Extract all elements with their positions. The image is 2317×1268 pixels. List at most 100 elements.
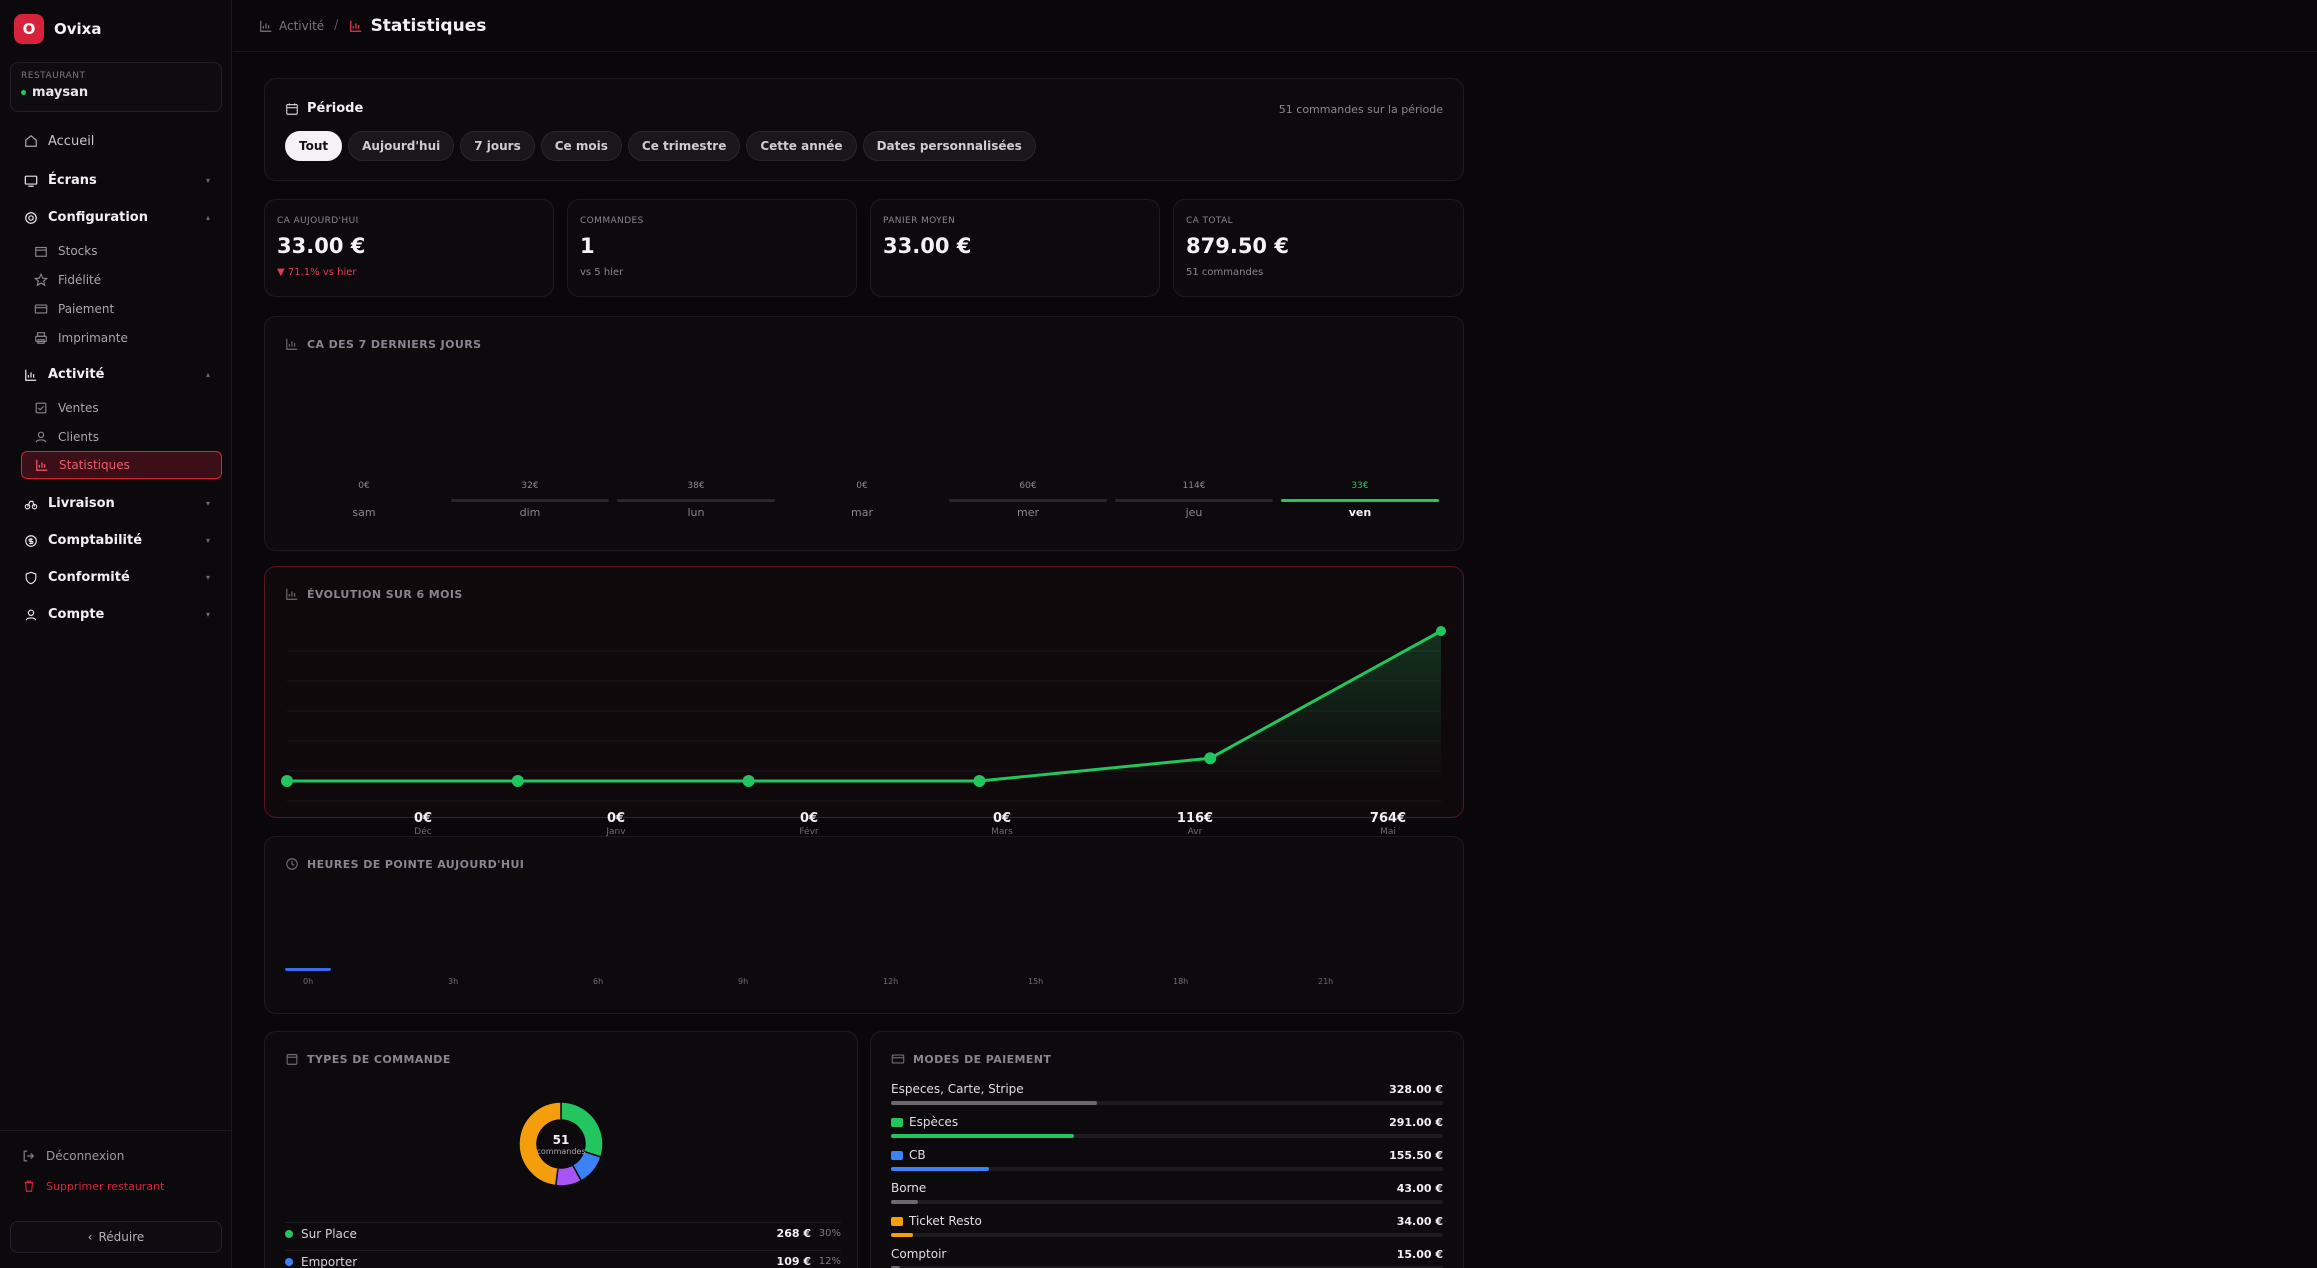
payment-track <box>891 1233 1443 1237</box>
nav-comptabilite[interactable]: Comptabilité ▾ <box>0 522 232 559</box>
week-bar-value: 0€ <box>856 481 868 491</box>
kpi-sub: ▼ 71.1% vs hier <box>277 267 357 278</box>
data-point-Mars[interactable] <box>973 775 986 787</box>
nav-activite[interactable]: Activité ▴ <box>0 356 232 393</box>
week-bar-lun: 38€ lun <box>617 481 775 519</box>
coin-icon <box>24 534 38 548</box>
nav-imprimante[interactable]: Imprimante <box>0 323 232 352</box>
data-point-Janv[interactable] <box>511 775 524 787</box>
week-bar-day: mer <box>1016 506 1039 519</box>
periode-title-text: Période <box>307 101 364 116</box>
donut-slice-3[interactable] <box>518 1101 562 1187</box>
nav-paiement[interactable]: Paiement <box>0 294 232 323</box>
week-bar-day: dim <box>519 506 541 519</box>
hour-tick: 12h <box>883 977 899 986</box>
chevron-down-icon: ▾ <box>205 536 210 545</box>
legend-row-sur-place: Sur Place 268 € 30% <box>285 1222 841 1244</box>
hours-axis: 0h 3h 6h 9h 12h 15h 18h 21h <box>285 977 1425 991</box>
week-revenue-card: CA DES 7 DERNIERS JOURS 0€ sam 32€ dim 38€ lu… <box>264 316 1464 551</box>
evolution-month: Mai <box>1380 827 1396 837</box>
nav-stocks[interactable]: Stocks <box>0 236 232 265</box>
week-bar-line <box>1281 499 1439 502</box>
evolution-label-Févr: 0€ Févr <box>769 811 849 837</box>
data-point-Févr[interactable] <box>742 775 755 787</box>
hour-tick: 0h <box>303 977 314 986</box>
nav-statistiques-label: Statistiques <box>59 458 130 472</box>
chart-icon <box>24 368 38 382</box>
payment-row-head: Comptoir 15.00 € <box>891 1247 1443 1261</box>
periode-card: Période 51 commandes sur la période Tout… <box>264 78 1464 181</box>
order-types-card: TYPES DE COMMANDE 51 commandes Sur Place… <box>264 1031 858 1268</box>
nav-accueil[interactable]: Accueil <box>0 126 232 156</box>
nav-compte[interactable]: Compte ▾ <box>0 596 232 633</box>
nav-activite-label: Activité <box>48 367 105 382</box>
nav-statistiques[interactable]: Statistiques <box>21 451 222 479</box>
series-line <box>287 629 1442 783</box>
week-bar-mar: 0€ mar <box>783 481 941 519</box>
nav-comptabilite-label: Comptabilité <box>48 533 143 548</box>
breadcrumb-parent[interactable]: Activité <box>259 19 324 33</box>
chip-ce-trimestre[interactable]: Ce trimestre <box>627 131 741 161</box>
nav-ventes[interactable]: Ventes <box>0 393 232 422</box>
data-point-Avr[interactable] <box>1204 752 1217 765</box>
sidebar: O Ovixa RESTAURANT maysan Accueil Écrans… <box>0 0 232 1268</box>
payment-fill <box>891 1101 1097 1105</box>
nav-fidelite[interactable]: Fidélité <box>0 265 232 294</box>
chip-aujourdhui[interactable]: Aujourd'hui <box>348 131 455 161</box>
nav-conformite-label: Conformité <box>48 570 130 585</box>
nav-stocks-label: Stocks <box>58 243 98 258</box>
chevron-left-icon: ‹ <box>87 1230 93 1244</box>
page-title: Statistiques <box>349 15 487 36</box>
restaurant-name-row: maysan <box>21 85 211 100</box>
order-types-title-text: TYPES DE COMMANDE <box>307 1052 451 1066</box>
nav-configuration[interactable]: Configuration ▴ <box>0 199 232 236</box>
chip-ce-mois[interactable]: Ce mois <box>540 131 622 161</box>
nav-conformite[interactable]: Conformité ▾ <box>0 559 232 596</box>
donut-chart <box>518 1101 604 1187</box>
legend-pct: 30% <box>818 1228 841 1239</box>
delete-restaurant-label: Supprimer restaurant <box>46 1179 165 1193</box>
donut-total: 51 <box>552 1132 570 1147</box>
brand-logo: O <box>14 14 44 44</box>
nav-livraison[interactable]: Livraison ▾ <box>0 485 232 522</box>
week-bar-jeu: 114€ jeu <box>1115 481 1273 519</box>
week-bar-day: mar <box>851 506 873 519</box>
payment-modes-card: MODES DE PAIEMENT Especes, Carte, Stripe… <box>870 1031 1464 1268</box>
chip-cette-annee[interactable]: Cette année <box>746 131 857 161</box>
brand[interactable]: O Ovixa <box>14 14 101 44</box>
nav-accueil-label: Accueil <box>48 133 95 149</box>
payment-name: Ticket Resto <box>909 1214 982 1228</box>
legend-dot <box>285 1257 293 1266</box>
chevron-down-icon: ▾ <box>205 610 210 619</box>
payment-name: CB <box>909 1148 926 1162</box>
logout-button[interactable]: Déconnexion <box>0 1141 232 1171</box>
printer-icon <box>34 331 48 345</box>
data-point-Mai[interactable] <box>1436 626 1446 636</box>
chip-7-jours[interactable]: 7 jours <box>460 131 535 161</box>
nav-ventes-label: Ventes <box>58 400 99 415</box>
kpi-ca-aujourdhui: CA AUJOURD'HUI 33.00 € ▼ 71.1% vs hier <box>264 199 554 297</box>
chip-dates-personnalisees[interactable]: Dates personnalisées <box>862 131 1036 161</box>
nav-clients[interactable]: Clients <box>0 422 232 451</box>
payment-row-head: Borne 43.00 € <box>891 1181 1443 1195</box>
week-bar-value: 33€ <box>1351 481 1369 491</box>
payment-fill <box>891 1167 989 1171</box>
page-title-text: Statistiques <box>370 15 487 36</box>
bag-icon <box>285 1052 299 1066</box>
evolution-line-chart <box>281 626 1446 802</box>
restaurant-selector[interactable]: RESTAURANT maysan <box>10 62 222 112</box>
bike-icon <box>24 497 38 511</box>
chip-tout[interactable]: Tout <box>285 131 343 161</box>
evolution-value: 0€ <box>799 811 819 826</box>
delete-restaurant-button[interactable]: Supprimer restaurant <box>0 1171 232 1201</box>
payment-amount: 15.00 € <box>1396 1247 1443 1261</box>
week-bar-value: 114€ <box>1182 481 1206 491</box>
kpi-label: COMMANDES <box>580 216 644 226</box>
nav-ecrans[interactable]: Écrans ▾ <box>0 162 232 199</box>
data-point-Déc[interactable] <box>281 775 293 787</box>
week-bar-day: lun <box>687 506 705 519</box>
payment-badge-icon <box>891 1150 903 1160</box>
payment-modes-title-text: MODES DE PAIEMENT <box>913 1052 1052 1066</box>
peak-hours-card: HEURES DE POINTE AUJOURD'HUI 0h 3h 6h 9h 12h… <box>264 836 1464 1014</box>
collapse-sidebar-button[interactable]: ‹ Réduire <box>10 1221 222 1253</box>
